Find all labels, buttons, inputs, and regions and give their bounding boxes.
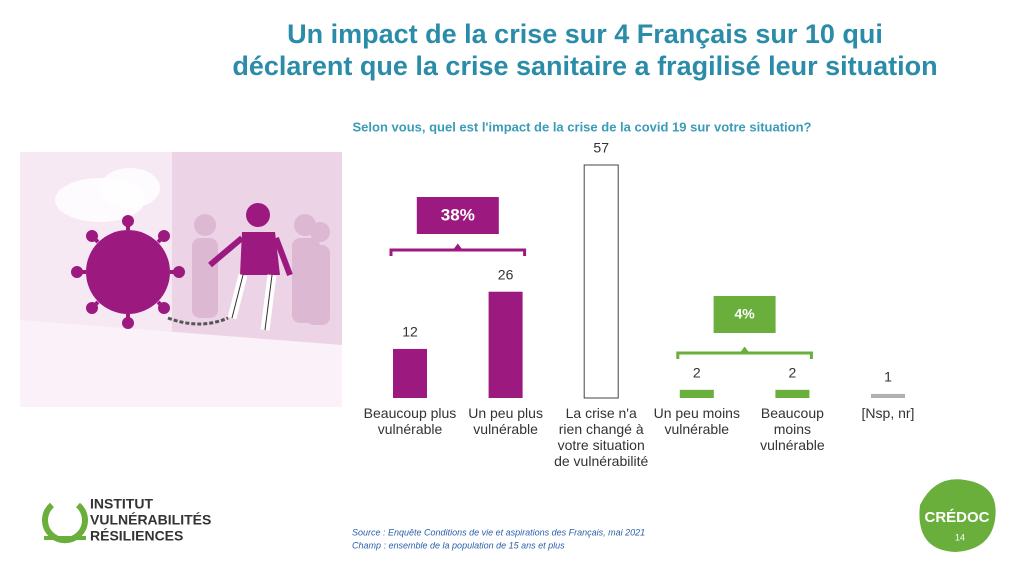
source: Source : Enquête Conditions de vie et as… — [352, 527, 645, 537]
illustration — [20, 152, 342, 407]
annotation-box — [713, 296, 776, 333]
annotation-label: 4% — [734, 306, 755, 322]
title: déclarent que la crise sanitaire a fragi… — [232, 51, 937, 81]
value-label: 2 — [693, 365, 701, 381]
bracket — [389, 243, 527, 256]
category-label: La crise n'a rien changé à votre situati… — [554, 405, 649, 469]
brand-badge — [919, 479, 996, 552]
source: Champ : ensemble de la population de 15 … — [352, 540, 565, 550]
bar — [393, 348, 427, 398]
logo-mark — [42, 502, 88, 544]
value-label: 2 — [789, 365, 797, 381]
bar — [871, 393, 905, 398]
brand: CRÉDOC — [924, 509, 989, 526]
logo-text: VULNÉRABILITÉS — [90, 512, 211, 528]
title: Un impact de la crise sur 4 Français sur… — [287, 19, 883, 49]
bar — [583, 164, 619, 399]
page-number: 14 — [955, 532, 965, 542]
bar — [775, 389, 810, 398]
value-label: 26 — [498, 266, 514, 282]
category-label: Un peu plus vulnérable — [468, 405, 543, 437]
value-label: 1 — [884, 369, 892, 385]
annotation-label: 38% — [441, 205, 475, 224]
logo-text: INSTITUT — [90, 496, 153, 512]
value-label: 57 — [593, 140, 609, 156]
category-label: Beaucoup plus vulnérable — [363, 405, 457, 437]
annotation-box — [416, 197, 499, 234]
value-label: 12 — [402, 324, 418, 340]
category-label: [Nsp, nr] — [861, 405, 915, 421]
subtitle: Selon vous, quel est l'impact de la cris… — [353, 119, 812, 134]
logo-text: RÉSILIENCES — [90, 528, 183, 544]
bar — [679, 389, 714, 398]
bracket — [676, 346, 813, 359]
category-label: Un peu moins vulnérable — [653, 405, 740, 437]
category-label: Beaucoup moins vulnérable — [760, 405, 825, 453]
bar — [488, 291, 523, 398]
